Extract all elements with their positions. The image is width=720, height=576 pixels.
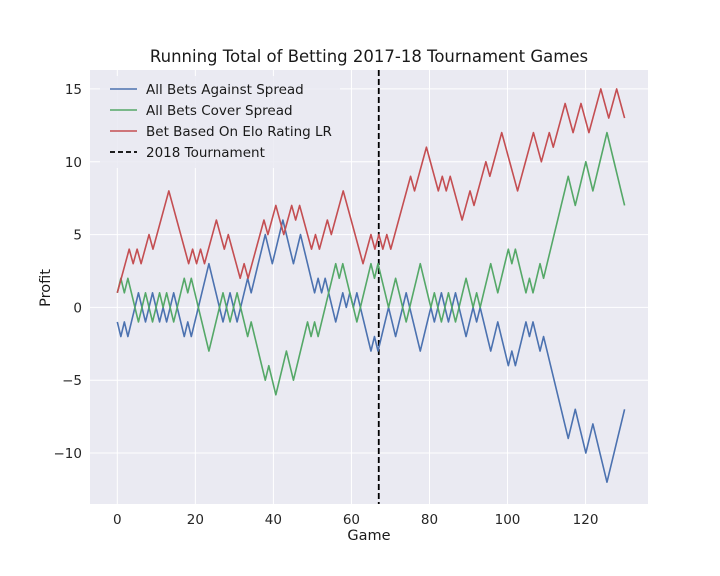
y-tick-label: 5	[73, 228, 82, 244]
y-tick-labels: −10 −5 0 5 10 15	[54, 82, 83, 462]
cover-spread-line	[116, 131, 626, 396]
x-tick-label: 40	[265, 512, 282, 528]
series-group	[116, 88, 626, 483]
y-tick-label: 15	[65, 82, 82, 98]
x-tick-label: 0	[113, 512, 122, 528]
x-tick-label: 80	[421, 512, 438, 528]
x-tick-label: 60	[343, 512, 360, 528]
against-spread-line	[116, 219, 626, 483]
x-tick-labels: 0 20 40 60 80 100 120	[113, 512, 598, 528]
legend-box	[100, 76, 340, 168]
elo-rating-line	[116, 88, 626, 294]
chart-title: Running Total of Betting 2017-18 Tournam…	[150, 47, 588, 66]
y-tick-label: 10	[65, 155, 82, 171]
x-tick-label: 120	[573, 512, 599, 528]
y-axis-label: Profit	[38, 269, 54, 307]
legend: All Bets Against Spread All Bets Cover S…	[100, 76, 340, 168]
x-axis-label: Game	[347, 528, 390, 544]
legend-label-against-spread: All Bets Against Spread	[146, 82, 304, 98]
y-tick-label: −10	[54, 446, 83, 462]
legend-label-elo-rating: Bet Based On Elo Rating LR	[146, 124, 332, 140]
legend-label-cover-spread: All Bets Cover Spread	[146, 103, 293, 119]
y-tick-label: 0	[73, 300, 82, 316]
x-tick-label: 20	[187, 512, 204, 528]
legend-label-tournament: 2018 Tournament	[146, 145, 265, 161]
y-tick-label: −5	[62, 373, 82, 389]
x-tick-label: 100	[495, 512, 521, 528]
